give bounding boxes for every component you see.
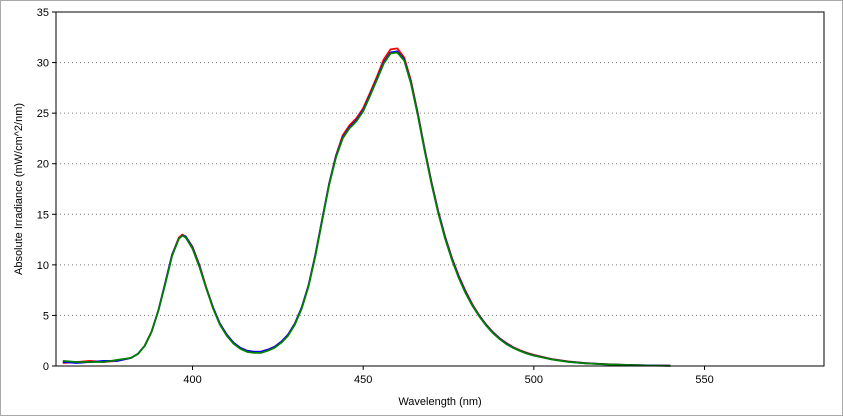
x-tick-label: 550 — [695, 374, 713, 386]
y-tick-label: 10 — [37, 260, 49, 272]
x-tick-label: 400 — [183, 374, 201, 386]
y-tick-label: 0 — [43, 361, 49, 373]
y-tick-label: 25 — [37, 108, 49, 120]
x-tick-labels: 400 450 500 550 — [183, 374, 713, 386]
series-line-1 — [62, 47, 671, 367]
y-tick-label: 35 — [37, 7, 49, 19]
series-line-3 — [62, 51, 671, 367]
plot-area-border — [55, 11, 825, 367]
x-axis-label: Wavelength (nm) — [398, 396, 481, 408]
grid-lines — [56, 62, 824, 316]
axes — [52, 11, 825, 370]
y-tick-label: 20 — [37, 159, 49, 171]
series-lines — [62, 47, 671, 367]
y-tick-label: 15 — [37, 209, 49, 221]
x-tick-label: 450 — [354, 374, 372, 386]
y-tick-label: 30 — [37, 58, 49, 70]
y-axis-label: Absolute Irradiance (mW/cm^2/nm) — [13, 103, 25, 275]
y-tick-label: 5 — [43, 310, 49, 322]
x-tick-label: 500 — [525, 374, 543, 386]
y-tick-labels: 0 5 10 15 20 25 30 35 — [37, 7, 49, 373]
